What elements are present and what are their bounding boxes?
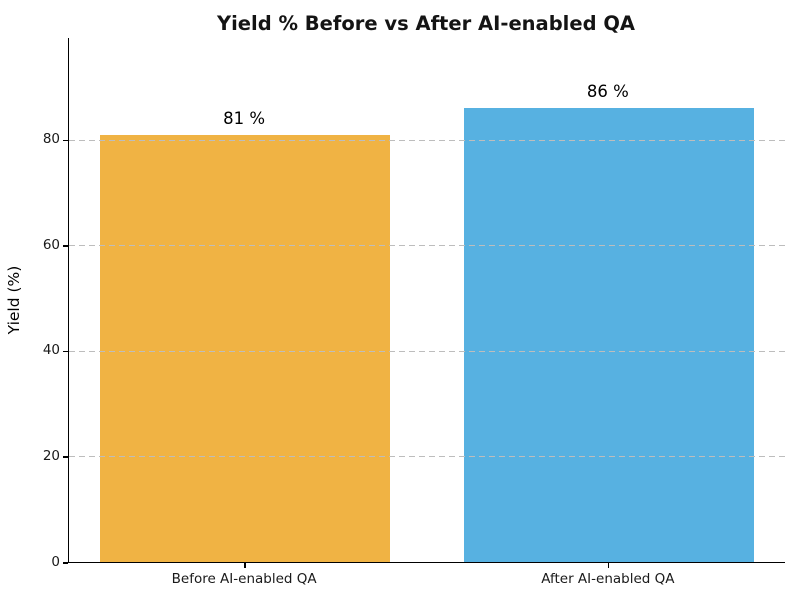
chart-title: Yield % Before vs After AI-enabled QA <box>216 12 635 35</box>
y-tick-mark <box>63 350 68 353</box>
gridline-60 <box>69 245 785 247</box>
bar-before <box>100 134 391 562</box>
y-tick-mark <box>63 245 68 247</box>
y-tick-label: 20 <box>42 447 60 464</box>
y-tick-mark <box>63 139 68 142</box>
y-tick-label: 0 <box>51 553 60 570</box>
x-tick-mark <box>607 563 610 568</box>
gridline-80 <box>69 139 785 141</box>
x-tick-label: Before AI-enabled QA <box>171 571 317 587</box>
y-axis-label: Yield (%) <box>5 265 23 335</box>
gridline-40 <box>69 350 785 352</box>
plot-area <box>68 38 785 563</box>
bar-value-label: 81 % <box>223 108 266 128</box>
y-tick-mark <box>63 562 68 564</box>
y-tick-label: 60 <box>42 236 60 253</box>
x-tick-label: After AI-enabled QA <box>541 571 675 587</box>
gridline-20 <box>69 456 785 458</box>
y-tick-label: 40 <box>42 342 60 359</box>
x-tick-mark <box>244 563 246 568</box>
bar-after <box>463 108 754 562</box>
bar-value-label: 86 % <box>586 82 629 102</box>
y-tick-label: 80 <box>42 131 60 148</box>
y-tick-mark <box>63 456 68 458</box>
